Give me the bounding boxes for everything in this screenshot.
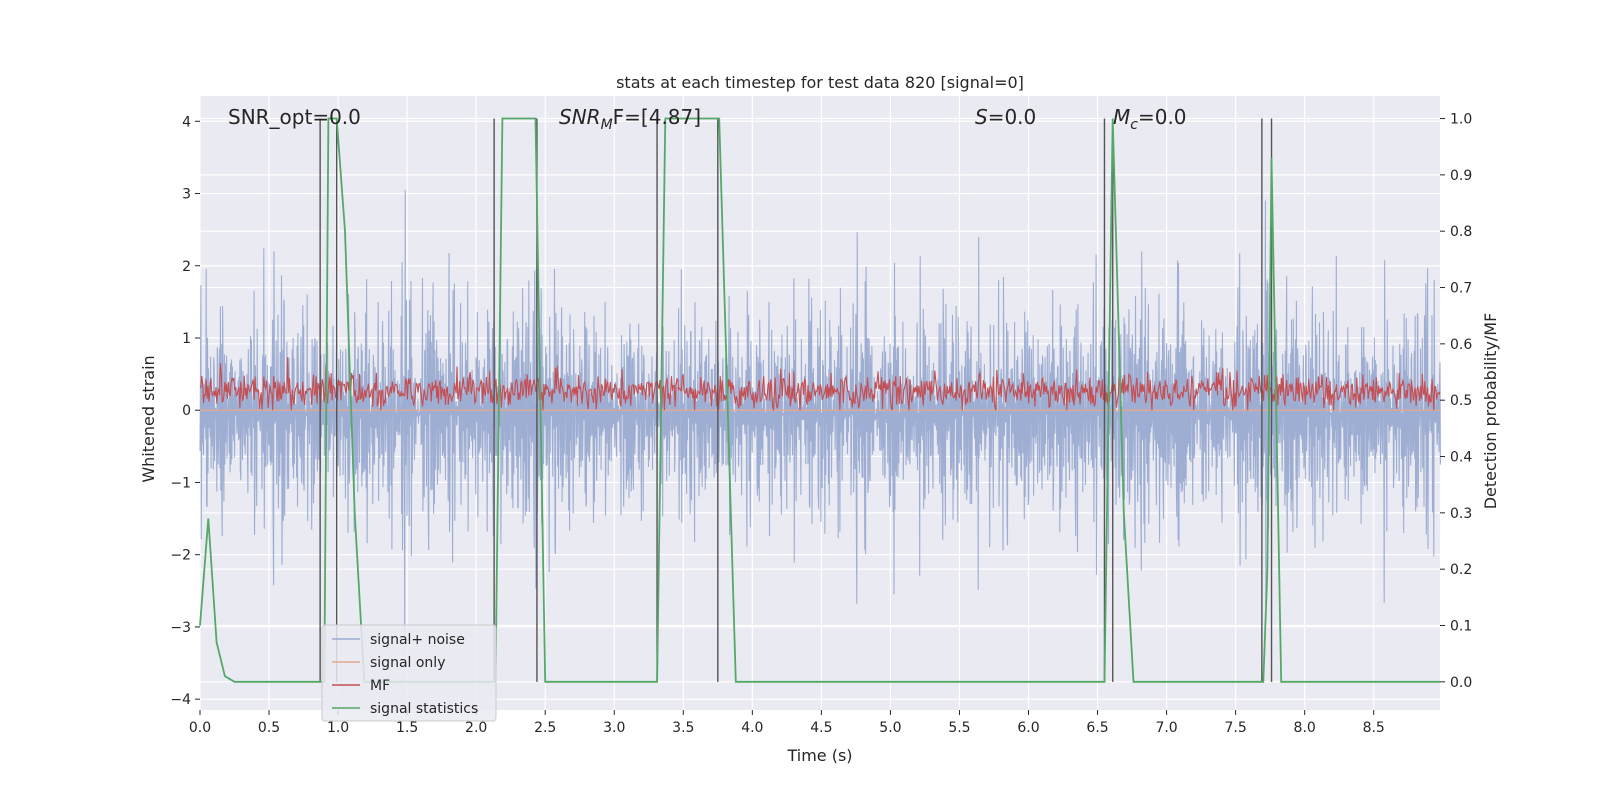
y2-tick-label: 0.0 <box>1450 675 1472 691</box>
annotation-mc-rest: =0.0 <box>1138 105 1187 129</box>
legend-frame <box>321 624 497 722</box>
x-tick-label: 2.5 <box>534 720 556 736</box>
axis-layer: 0.0 0.5 1.0 1.5 2.0 2.5 3.0 3.5 4.0 4.5 5.0 5.5 6.0 6… <box>170 112 1472 736</box>
legend-label-signal-noise: signal+ noise <box>370 632 465 648</box>
legend-label-mf: MF <box>370 678 390 694</box>
annotation-s: S=0.0 <box>975 105 1036 129</box>
y-tick-label: 3 <box>182 187 191 203</box>
y2-tick-label: 0.4 <box>1450 450 1472 466</box>
x-tick-label: 3.0 <box>603 720 625 736</box>
series-mf <box>199 357 1441 411</box>
x-tick-label: 0.5 <box>258 720 280 736</box>
annotation-mc-base: M <box>1113 105 1130 129</box>
y2-tick-label: 0.3 <box>1450 506 1472 522</box>
series-signal-statistics <box>199 117 1440 683</box>
x-tick-label: 8.5 <box>1363 720 1385 736</box>
annotation-mc-sub: c <box>1130 117 1138 133</box>
x-tick-label: 2.0 <box>465 720 487 736</box>
annotation-snr-opt: SNR_opt=0.0 <box>228 105 361 129</box>
legend-label-signal-only: signal only <box>370 655 445 671</box>
y2-axis-label: Detection probability/MF <box>1481 313 1500 510</box>
legend-label-signal-statistics: signal statistics <box>370 701 478 717</box>
x-tick-label: 7.5 <box>1225 720 1247 736</box>
x-tick-label: 8.0 <box>1294 720 1316 736</box>
y-tick-label: 0 <box>182 403 191 419</box>
y2-tick-label: 0.5 <box>1450 393 1472 409</box>
x-tick-label: 4.0 <box>741 720 763 736</box>
y2-tick-label: 0.9 <box>1450 168 1472 184</box>
y-tick-label: −3 <box>170 620 191 636</box>
x-tick-label: 7.0 <box>1155 720 1177 736</box>
x-tick-label: 3.5 <box>672 720 694 736</box>
x-tick-label: 1.0 <box>327 720 349 736</box>
y2-tick-label: 0.2 <box>1450 562 1472 578</box>
annotation-mc: Mc=0.0 <box>1113 105 1187 133</box>
annotation-snr-mf: SNRMF=[4.87] <box>559 105 701 133</box>
annotation-snr-mf-rest: F=[4.87] <box>613 105 701 129</box>
annotation-s-base: S <box>975 105 988 129</box>
x-tick-label: 0.0 <box>189 720 211 736</box>
y-tick-label: 2 <box>182 259 191 275</box>
x-tick-label: 5.0 <box>879 720 901 736</box>
annotation-snr-mf-sub: M <box>601 117 613 133</box>
grid-layer <box>199 96 1440 710</box>
x-tick-label: 4.5 <box>810 720 832 736</box>
y2-tick-label: 0.8 <box>1450 224 1472 240</box>
annotation-snr-mf-base: SNR <box>559 105 601 129</box>
legend: signal+ noise signal only MF signal stat… <box>321 624 497 722</box>
y-tick-label: 4 <box>182 114 191 130</box>
y-tick-label: −2 <box>170 548 191 564</box>
x-tick-label: 6.0 <box>1017 720 1039 736</box>
y2-tick-label: 0.6 <box>1450 337 1472 353</box>
chart-title: stats at each timestep for test data 820… <box>616 73 1024 92</box>
annotation-s-rest: =0.0 <box>988 105 1037 129</box>
x-tick-label: 5.5 <box>948 720 970 736</box>
x-tick-label: 1.5 <box>396 720 418 736</box>
data-layer <box>199 117 1441 683</box>
y2-tick-label: 0.7 <box>1450 281 1472 297</box>
y2-tick-label: 0.1 <box>1450 619 1472 635</box>
series-signal-noise <box>199 189 1441 642</box>
y-tick-label: 1 <box>182 331 191 347</box>
y2-tick-label: 1.0 <box>1450 112 1472 128</box>
x-tick-label: 6.5 <box>1086 720 1108 736</box>
x-axis-label: Time (s) <box>786 746 852 765</box>
y-axis-label: Whitened strain <box>139 355 158 482</box>
y-tick-label: −4 <box>170 692 191 708</box>
y-tick-label: −1 <box>170 475 191 491</box>
